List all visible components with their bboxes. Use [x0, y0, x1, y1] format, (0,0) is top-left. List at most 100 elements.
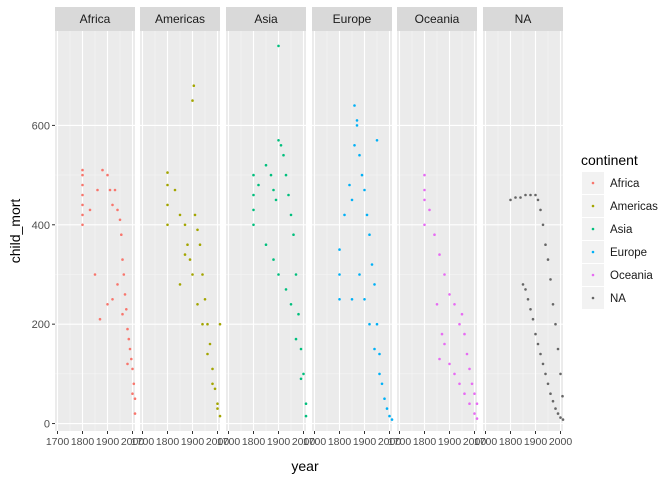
- x-tick-label: 2000: [121, 436, 145, 448]
- facet-strip-label: Africa: [80, 12, 111, 26]
- data-point: [106, 173, 109, 177]
- data-point: [353, 104, 356, 107]
- data-point: [178, 213, 182, 217]
- data-point: [178, 283, 182, 286]
- data-point: [438, 357, 441, 361]
- legend-key-point: [591, 181, 595, 185]
- data-point: [186, 243, 189, 246]
- data-point: [282, 153, 285, 157]
- x-tick-label: 2000: [292, 436, 316, 448]
- legend-key-point: [591, 227, 595, 231]
- data-point: [373, 347, 376, 351]
- x-tick-label: 1800: [413, 436, 437, 448]
- data-point: [475, 402, 479, 406]
- data-point: [423, 198, 426, 202]
- legend-key-point: [591, 250, 595, 254]
- data-point: [373, 283, 376, 286]
- data-point: [460, 312, 464, 316]
- data-point: [358, 153, 361, 157]
- data-point: [121, 312, 124, 316]
- data-point: [201, 273, 204, 276]
- data-point: [433, 233, 436, 236]
- data-point: [274, 198, 278, 202]
- data-point: [529, 308, 532, 311]
- data-point: [524, 193, 527, 197]
- data-point: [81, 168, 84, 172]
- data-point: [383, 397, 386, 401]
- data-point: [252, 173, 255, 177]
- data-point: [269, 173, 273, 177]
- x-tick-label: 1800: [156, 436, 180, 448]
- data-point: [191, 273, 194, 276]
- data-point: [551, 303, 555, 306]
- y-tick-label: 200: [32, 319, 50, 331]
- data-point: [365, 213, 369, 217]
- data-point: [192, 84, 196, 87]
- x-tick-label: 1700: [303, 436, 327, 448]
- legend-label: NA: [610, 293, 626, 305]
- data-point: [284, 173, 288, 177]
- x-tick-label: 1700: [46, 436, 70, 448]
- data-point: [536, 198, 540, 202]
- data-point: [294, 337, 298, 341]
- data-point: [81, 203, 84, 207]
- data-point: [385, 407, 389, 410]
- data-point: [272, 188, 275, 192]
- data-point: [458, 382, 461, 386]
- y-tick-label: 600: [32, 120, 50, 132]
- data-point: [368, 322, 371, 326]
- data-point: [216, 402, 219, 406]
- data-point: [509, 198, 512, 202]
- data-point: [126, 362, 129, 366]
- data-point: [546, 382, 550, 386]
- data-point: [206, 322, 209, 326]
- data-point: [116, 208, 119, 212]
- data-point: [526, 298, 530, 301]
- data-point: [279, 144, 283, 147]
- data-point: [556, 347, 560, 351]
- data-point: [191, 99, 194, 102]
- data-point: [435, 303, 439, 306]
- x-tick-label: 1700: [131, 436, 155, 448]
- x-tick-label: 1800: [71, 436, 95, 448]
- data-point: [81, 193, 84, 197]
- data-point: [216, 407, 219, 410]
- facet-strip-na: [483, 7, 563, 31]
- x-tick-label: 1900: [96, 436, 120, 448]
- data-point: [198, 243, 202, 246]
- data-point: [388, 414, 391, 418]
- data-point: [196, 303, 199, 306]
- data-point: [302, 372, 305, 376]
- data-point: [463, 332, 466, 336]
- data-point: [130, 357, 133, 361]
- data-point: [257, 183, 260, 187]
- y-axis-title: child_mort: [7, 199, 23, 264]
- data-point: [121, 258, 124, 261]
- data-point: [443, 273, 446, 276]
- data-point: [338, 273, 341, 276]
- data-point: [348, 183, 351, 187]
- data-point: [118, 218, 122, 222]
- data-point: [81, 183, 84, 187]
- y-tick-label: 0: [44, 419, 50, 431]
- data-point: [343, 213, 346, 217]
- data-point: [183, 253, 187, 256]
- data-point: [468, 402, 471, 406]
- data-point: [554, 407, 557, 410]
- y-tick-label: 400: [32, 220, 50, 232]
- data-point: [473, 392, 476, 396]
- data-point: [423, 223, 426, 227]
- data-point: [131, 392, 134, 396]
- data-point: [126, 327, 129, 331]
- data-point: [559, 372, 562, 376]
- data-point: [534, 193, 537, 197]
- data-point: [277, 139, 280, 142]
- data-point: [81, 173, 84, 177]
- data-point: [252, 193, 255, 197]
- legend-label: Asia: [610, 224, 633, 236]
- data-point: [353, 144, 356, 147]
- data-point: [183, 223, 187, 227]
- data-point: [173, 188, 177, 192]
- data-point: [98, 317, 102, 321]
